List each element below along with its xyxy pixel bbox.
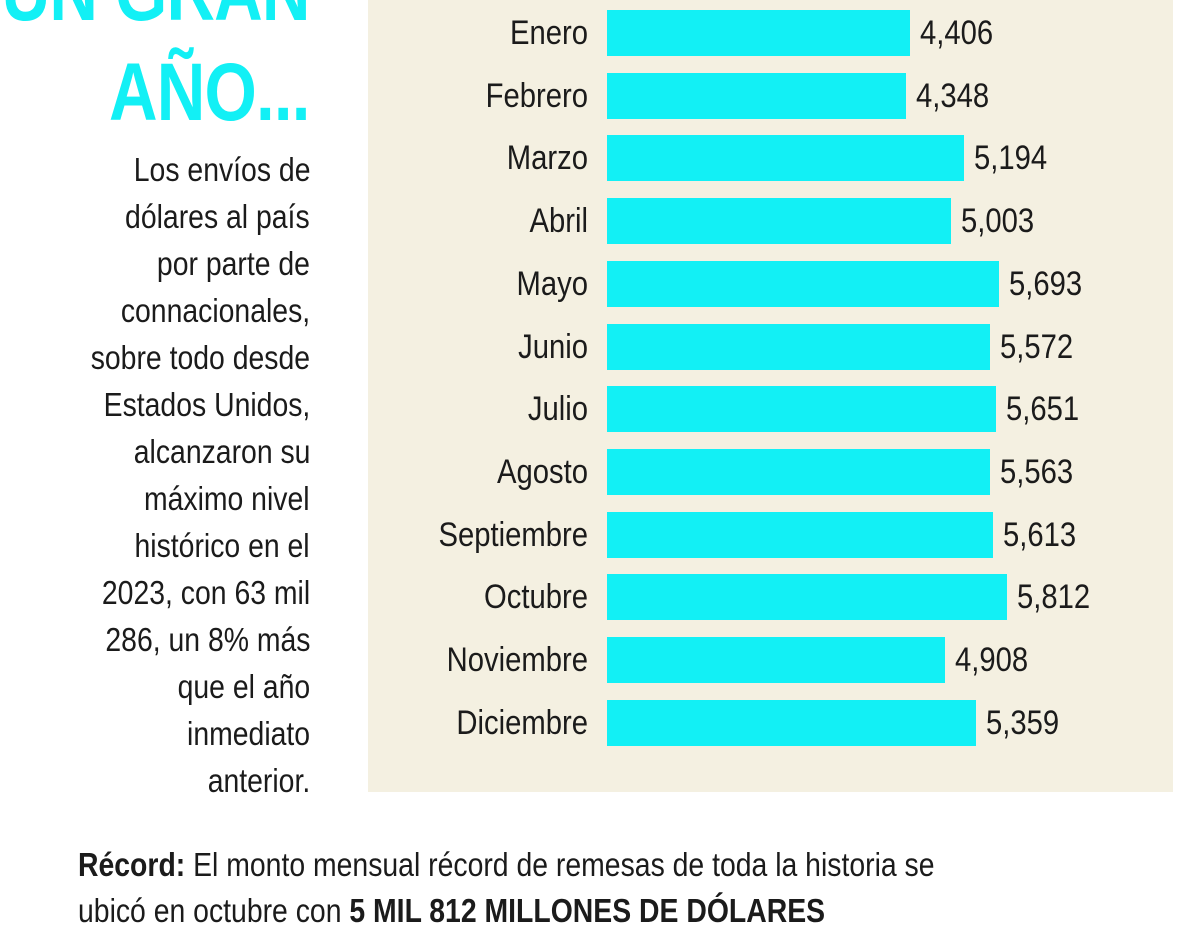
bar bbox=[607, 260, 999, 307]
chart-panel: Enero 4,406 Febrero 4,348 Marzo 5,194 Abril 5,0… bbox=[368, 0, 1173, 792]
intro-line: sobre todo desde bbox=[90, 339, 310, 376]
category-label: Febrero bbox=[485, 76, 588, 115]
intro-line: Estados Unidos, bbox=[103, 386, 310, 423]
headline-line-1: UN GRAN bbox=[2, 0, 311, 34]
category-label: Agosto bbox=[496, 452, 588, 491]
bar-row: Noviembre 4,908 bbox=[368, 637, 1173, 683]
value-label: 5,563 bbox=[999, 452, 1074, 491]
bar bbox=[607, 699, 976, 746]
bar bbox=[607, 198, 952, 245]
category-label: Octubre bbox=[483, 578, 588, 617]
intro-line: dólares al país bbox=[125, 198, 310, 235]
note-line-2: ubicó en octubre con bbox=[78, 892, 350, 929]
category-label: Mayo bbox=[516, 264, 588, 303]
intro-line: inmediato bbox=[186, 715, 310, 752]
category-label: Diciembre bbox=[456, 703, 588, 742]
bar-row: Enero 4,406 bbox=[368, 10, 1173, 56]
bar-row: Mayo 5,693 bbox=[368, 260, 1173, 307]
value-label: 4,348 bbox=[916, 76, 990, 115]
intro-line: máximo nivel bbox=[144, 480, 310, 517]
intro-line: que el año bbox=[177, 668, 310, 705]
bar-row: Febrero 4,348 bbox=[368, 72, 1173, 119]
intro-line: 2023, con 63 mil bbox=[101, 574, 310, 611]
headline-line-2: AÑO... bbox=[109, 47, 310, 138]
bar bbox=[607, 386, 996, 433]
category-label: Junio bbox=[518, 327, 588, 366]
bar bbox=[607, 10, 911, 56]
bar bbox=[607, 323, 991, 370]
category-label: Enero bbox=[509, 14, 588, 52]
category-label: Abril bbox=[529, 202, 588, 241]
note-label: Récord: bbox=[78, 846, 186, 883]
value-label: 5,359 bbox=[985, 703, 1059, 742]
record-note: Récord: El monto mensual récord de remes… bbox=[78, 842, 935, 934]
bar-row: Junio 5,572 bbox=[368, 323, 1173, 370]
intro-paragraph: Los envíos de dólares al país por parte de… bbox=[20, 146, 310, 804]
bar-row: Septiembre 5,613 bbox=[368, 511, 1173, 558]
bar-row: Agosto 5,563 bbox=[368, 448, 1173, 495]
value-label: 4,406 bbox=[920, 14, 994, 52]
bar-row: Octubre 5,812 bbox=[368, 574, 1173, 621]
bar bbox=[607, 448, 990, 495]
bar bbox=[607, 637, 945, 683]
intro-line: anterior. bbox=[207, 762, 310, 799]
intro-line: 286, un 8% más bbox=[104, 621, 310, 658]
value-label: 5,812 bbox=[1017, 578, 1091, 617]
bar-row: Julio 5,651 bbox=[368, 386, 1173, 433]
bar bbox=[607, 135, 965, 182]
value-label: 5,194 bbox=[974, 139, 1048, 178]
note-line-1: El monto mensual récord de remesas de to… bbox=[185, 846, 935, 883]
intro-line: alcanzaron su bbox=[133, 433, 310, 470]
value-label: 4,908 bbox=[954, 641, 1028, 679]
intro-line: por parte de bbox=[156, 245, 310, 282]
bar bbox=[607, 511, 994, 558]
value-label: 5,651 bbox=[1005, 390, 1080, 429]
value-label: 5,003 bbox=[961, 202, 1035, 241]
intro-line: connacionales, bbox=[120, 292, 310, 329]
category-label: Septiembre bbox=[438, 515, 588, 554]
bar-row: Abril 5,003 bbox=[368, 198, 1173, 245]
bar bbox=[607, 72, 907, 119]
category-label: Noviembre bbox=[446, 641, 588, 679]
intro-line: Los envíos de bbox=[133, 151, 310, 188]
note-highlight: 5 MIL 812 MILLONES DE DÓLARES bbox=[349, 892, 826, 929]
value-label: 5,613 bbox=[1003, 515, 1077, 554]
category-label: Julio bbox=[527, 390, 588, 429]
value-label: 5,693 bbox=[1008, 264, 1082, 303]
bar bbox=[607, 574, 1007, 621]
bar-row: Marzo 5,194 bbox=[368, 135, 1173, 182]
value-label: 5,572 bbox=[1000, 327, 1074, 366]
category-label: Marzo bbox=[506, 139, 588, 178]
bar-row: Diciembre 5,359 bbox=[368, 699, 1173, 746]
intro-line: histórico en el bbox=[134, 527, 310, 564]
